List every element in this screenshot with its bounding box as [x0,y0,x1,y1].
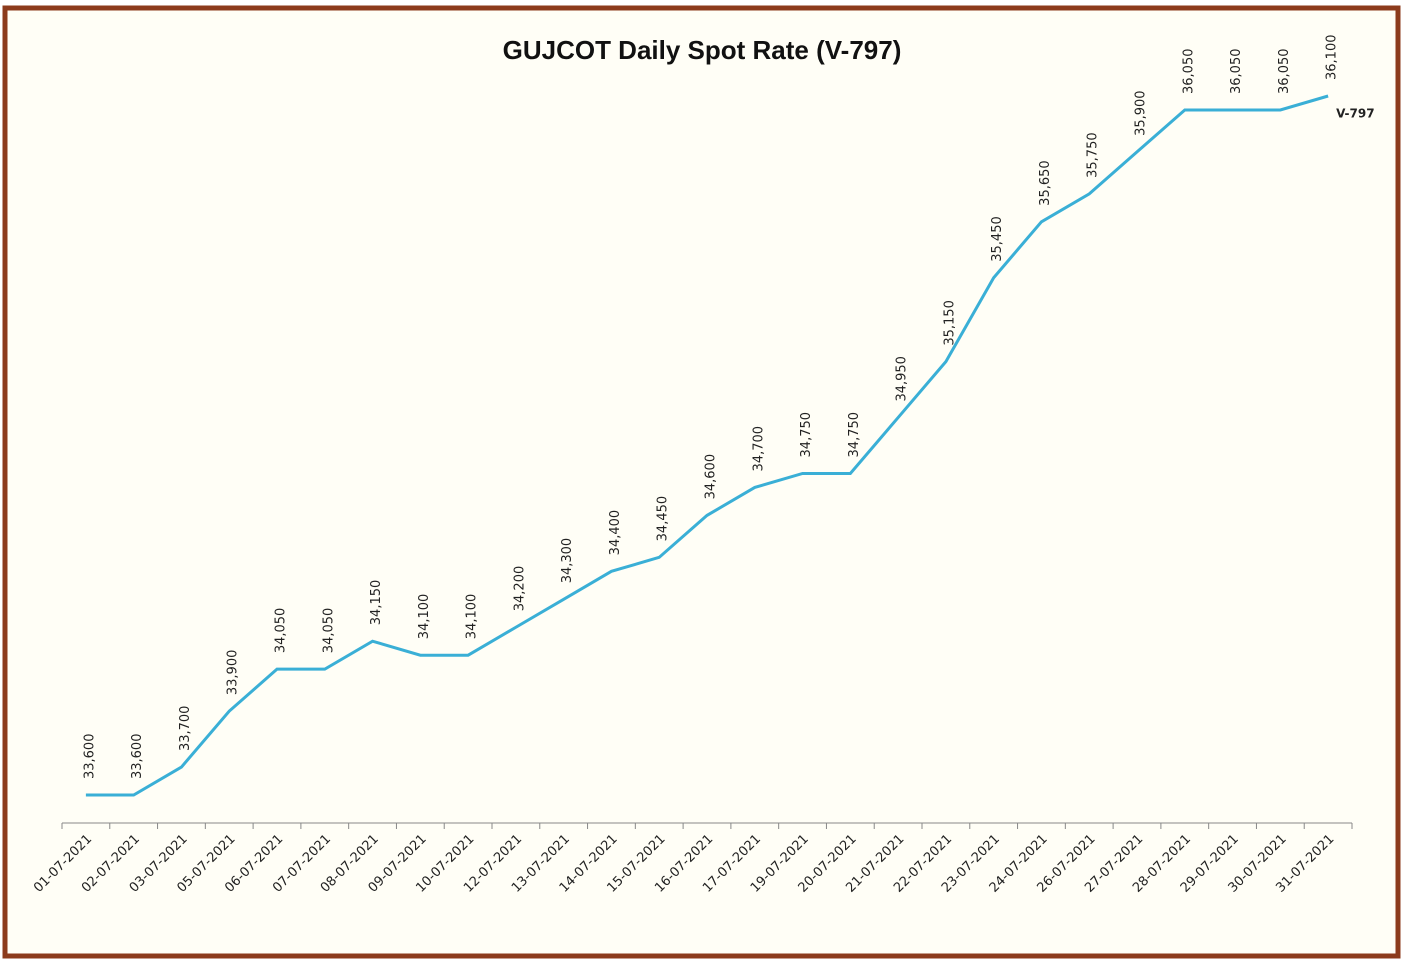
data-label: 34,600 [704,454,719,500]
data-label: 33,900 [226,650,241,696]
frame [2,5,1401,959]
data-label: 34,700 [751,426,766,472]
data-label: 33,700 [178,706,193,752]
series-label: V-797 [1336,107,1374,121]
data-label: 34,750 [799,412,814,458]
data-label: 35,650 [1038,160,1053,206]
data-label: 36,050 [1181,48,1196,94]
data-label: 35,450 [990,216,1005,262]
data-label: 34,400 [608,510,623,556]
data-label: 34,100 [417,594,432,640]
data-label: 36,100 [1325,35,1340,81]
data-label: 33,600 [130,734,145,780]
data-label: 34,150 [369,580,384,626]
data-label: 35,750 [1086,132,1101,178]
data-label: 34,200 [512,566,527,612]
data-label: 35,150 [942,300,957,346]
data-label: 34,950 [895,356,910,402]
series-line [85,94,1329,797]
data-label: 34,300 [560,538,575,584]
data-label: 34,050 [321,608,336,654]
data-label: 34,050 [274,608,289,654]
data-label: 35,900 [1134,90,1149,136]
data-label: 34,450 [656,496,671,542]
data-label: 33,600 [82,734,97,780]
chart-title: GUJCOT Daily Spot Rate (V-797) [503,35,902,65]
data-label: 34,100 [465,594,480,639]
data-label: 36,050 [1277,48,1292,94]
data-label: 36,050 [1229,48,1244,94]
data-label: 34,750 [847,412,862,458]
